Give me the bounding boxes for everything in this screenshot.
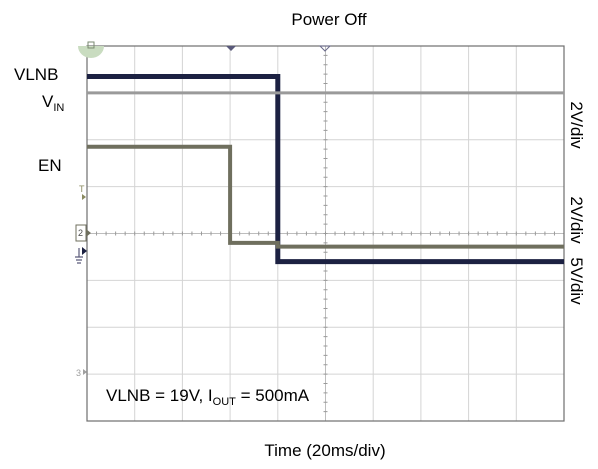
trace-en (87, 144, 564, 249)
ground-marker-icon (75, 247, 87, 264)
trace-vlnb (87, 74, 564, 265)
ground-marker-arrow-icon (82, 247, 87, 255)
scale-label-bottom-1: 2V/div (567, 196, 586, 244)
ch2-marker-arrow-icon (86, 229, 91, 237)
ground-marker-path (75, 248, 83, 264)
trigger-level-arrow-icon (82, 194, 86, 200)
ch3-marker: 3 (76, 368, 87, 378)
annotation: VLNB = 19V, IOUT = 500mA (106, 386, 310, 408)
label-vin: VIN (42, 92, 64, 114)
ch2-marker: 2 (75, 224, 91, 242)
ch3-marker-label: 3 (76, 368, 81, 378)
label-en: EN (38, 156, 62, 175)
ch2-marker-label: 2 (78, 228, 83, 238)
annotation-part2: = 500mA (236, 386, 310, 405)
scale-label-bottom-2: 5V/div (567, 257, 586, 305)
label-vlnb: VLNB (14, 65, 58, 84)
label-vin-sub: IN (53, 102, 64, 114)
trigger-position-icon (318, 45, 332, 52)
ch3-marker-arrow-icon (83, 369, 87, 375)
x-axis-label: Time (20ms/div) (264, 441, 385, 460)
plot-grid (86, 45, 565, 422)
trigger-marker-icon (226, 46, 236, 51)
menu-icon (87, 41, 95, 49)
label-vin-main: V (42, 92, 54, 111)
chart-title: Power Off (291, 10, 367, 29)
annotation-sub: OUT (213, 396, 237, 408)
annotation-part1: VLNB = 19V, I (106, 386, 213, 405)
menu-badge (78, 41, 104, 58)
plot-traces (87, 74, 564, 265)
trigger-level-marker: T (79, 184, 85, 194)
scale-label-top: 2V/div (567, 101, 586, 149)
menu-badge-shape (78, 46, 104, 58)
